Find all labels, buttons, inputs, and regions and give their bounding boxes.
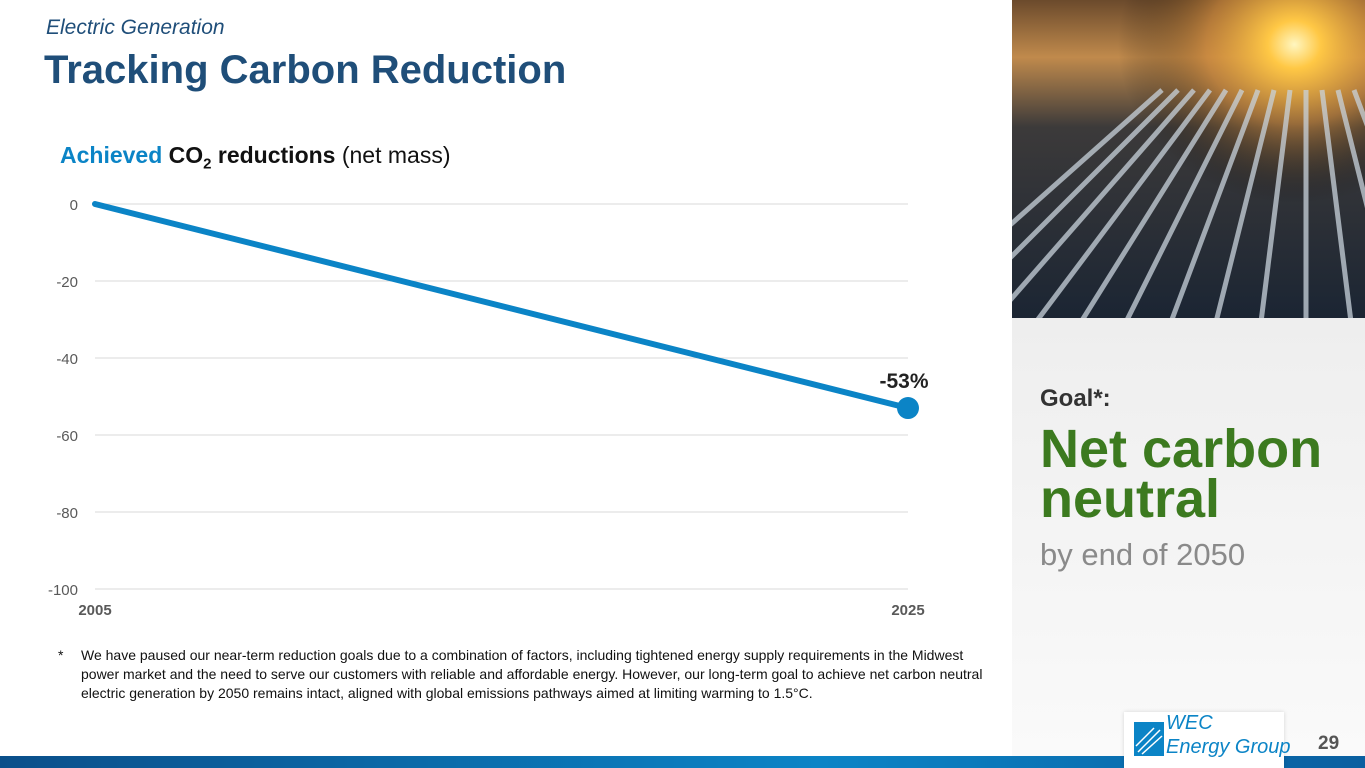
- x-tick-label: 2025: [891, 602, 924, 619]
- chart-title-co: CO: [168, 142, 204, 168]
- y-tick-label: -100: [48, 582, 78, 599]
- footer-bar: [0, 756, 1365, 768]
- y-tick-label: -60: [56, 428, 78, 445]
- data-point: [897, 397, 919, 420]
- chart-title-sub: 2: [203, 155, 212, 173]
- footnote: * We have paused our near-term reduction …: [58, 646, 998, 703]
- section-label: Electric Generation: [46, 16, 225, 39]
- footnote-star: *: [58, 647, 64, 663]
- logo-mark-icon: [1134, 722, 1164, 756]
- y-tick-label: -20: [56, 274, 78, 291]
- solar-farm-photo: [1012, 0, 1365, 318]
- chart-title-bold2: reductions: [217, 142, 336, 168]
- logo-text-2: Energy Group: [1166, 736, 1291, 758]
- logo-text-1: WEC: [1166, 712, 1213, 734]
- footnote-text: We have paused our near-term reduction g…: [81, 647, 983, 701]
- page-title: Tracking Carbon Reduction: [44, 48, 567, 92]
- chart-title: Achieved CO2 reductions (net mass): [60, 142, 451, 173]
- goal-value: Net carbon neutral: [1040, 419, 1323, 529]
- x-tick-label: 2005: [78, 602, 111, 619]
- y-tick-label: -40: [56, 351, 78, 368]
- goal-label: Goal*:: [1040, 385, 1111, 412]
- series-line: [92, 201, 911, 412]
- chart-title-plain: (net mass): [341, 142, 451, 168]
- goal-panel: [1012, 318, 1365, 758]
- y-tick-label: -80: [56, 505, 78, 522]
- data-label: -53%: [879, 370, 928, 393]
- wec-logo: WEC Energy Group: [1124, 712, 1291, 768]
- goal-deadline: by end of 2050: [1040, 537, 1246, 572]
- y-tick-label: 0: [70, 197, 78, 214]
- chart-title-accent: Achieved: [60, 142, 163, 168]
- page-number: 29: [1318, 733, 1340, 754]
